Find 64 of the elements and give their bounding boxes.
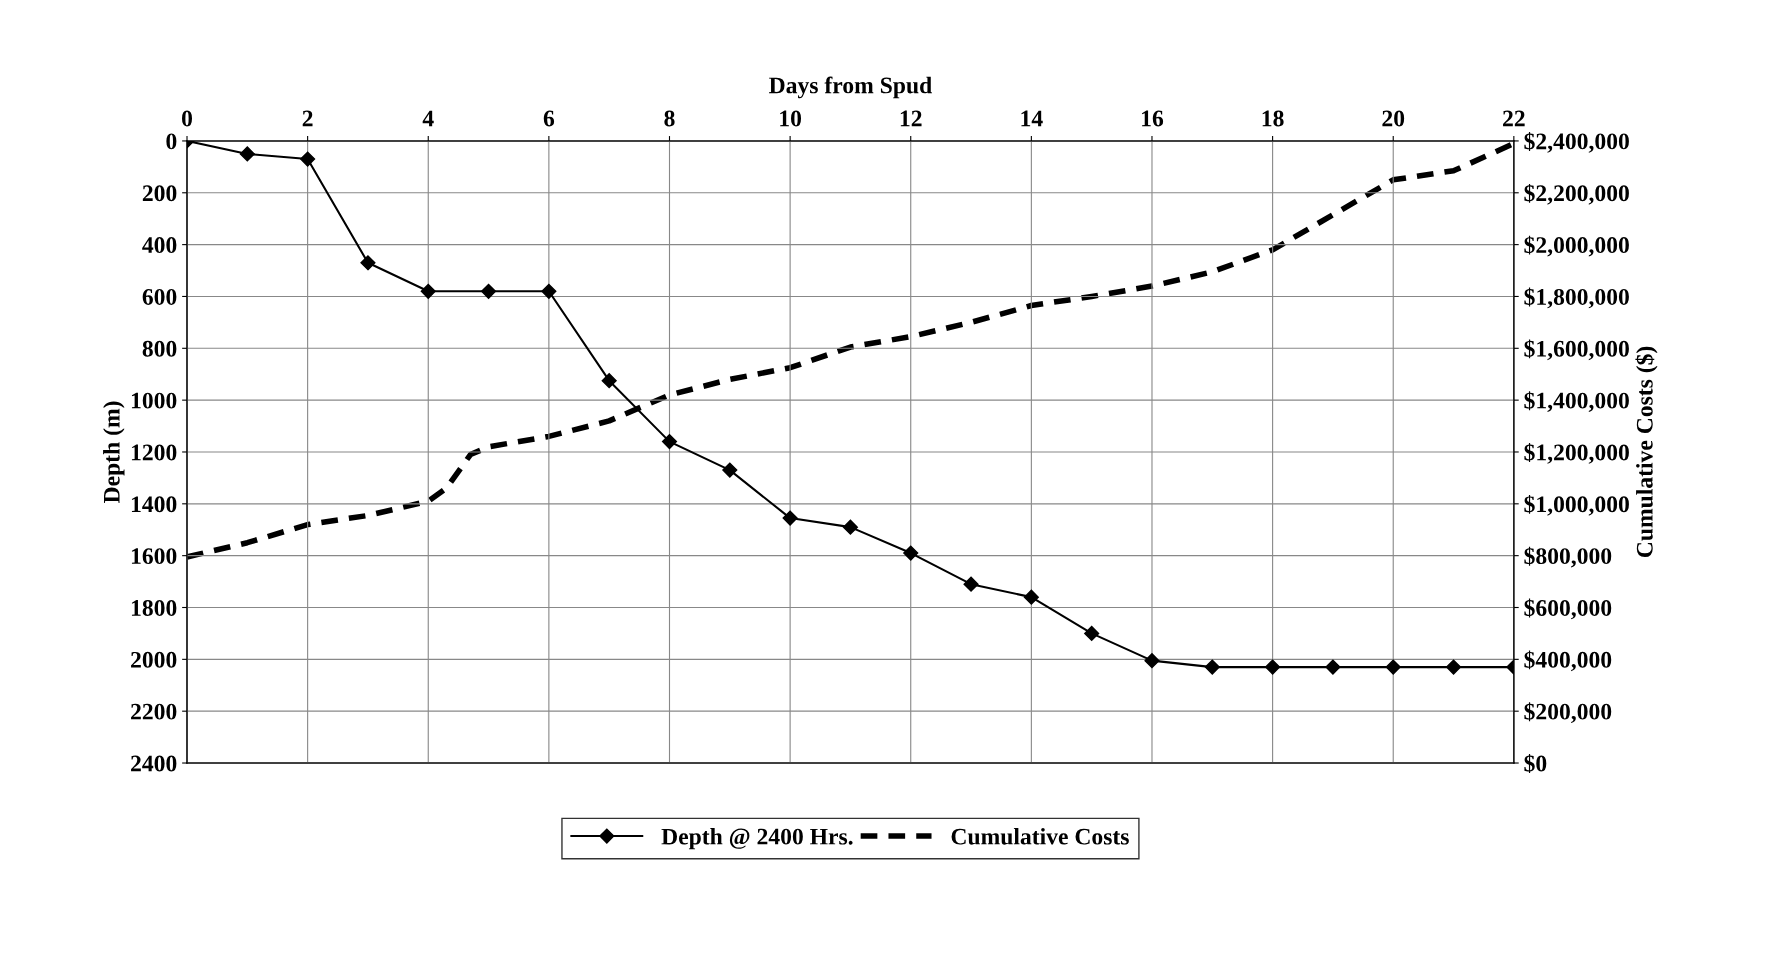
point: [480, 283, 497, 299]
y2-tick-label: $1,600,000: [1524, 339, 1629, 361]
point: [360, 255, 376, 271]
y2-tick-label: $600,000: [1524, 598, 1612, 620]
y-tick-label: 1600: [131, 548, 177, 565]
point: [541, 283, 557, 299]
y-tick-label: 2200: [131, 703, 177, 720]
x-tick-label: 18: [1262, 110, 1284, 127]
y2-axis-title: Cumulative Costs ($): [1635, 346, 1658, 558]
point: [1445, 659, 1462, 675]
x-tick-label: 8: [664, 110, 675, 127]
y-tick-label: 800: [142, 340, 177, 357]
y2-tick-label: $400,000: [1524, 650, 1612, 672]
legend-label: Cumulative Costs: [951, 827, 1129, 845]
y2-tick-label: $1,400,000: [1524, 391, 1629, 412]
point: [239, 146, 255, 162]
y-tick-label: 0: [166, 133, 177, 150]
x-tick-label: 10: [780, 110, 802, 127]
point: [420, 283, 436, 299]
legend-label: Depth @ 2400 Hrs.: [661, 827, 853, 850]
y-tick-label: 1800: [131, 599, 177, 616]
x-tick-label: 12: [900, 110, 922, 127]
x-tick-label: 2: [302, 110, 313, 127]
y2-tick-label: $2,200,000: [1524, 183, 1629, 205]
point: [903, 545, 919, 561]
y-tick-label: 2000: [131, 651, 177, 668]
y-tick-label: 1400: [131, 496, 177, 513]
point: [1023, 589, 1039, 605]
x-tick-label: 0: [182, 110, 193, 127]
y-tick-label: 600: [142, 288, 177, 305]
point: [1385, 659, 1401, 675]
point: [1265, 659, 1281, 675]
point: [842, 519, 858, 535]
x-tick-label: 6: [543, 110, 555, 127]
point: [601, 373, 617, 389]
y-tick-label: 400: [142, 237, 177, 254]
y-tick-label: 2400: [131, 755, 177, 772]
point: [1325, 659, 1341, 675]
y2-tick-label: $1,200,000: [1524, 443, 1629, 464]
x-tick-label: 16: [1142, 110, 1164, 127]
point: [1204, 659, 1220, 675]
point: [963, 576, 979, 592]
point: [1084, 625, 1100, 641]
y-tick-label: 1000: [131, 392, 177, 409]
x-axis-title: Days from Spud: [769, 76, 932, 99]
x-tick-label: 22: [1503, 110, 1525, 127]
point: [782, 510, 798, 526]
y2-tick-label: $2,400,000: [1524, 132, 1629, 153]
x-tick-label: 4: [422, 110, 434, 127]
y2-tick-label: $1,000,000: [1524, 494, 1629, 516]
y-axis-title: Depth (m): [103, 401, 125, 504]
point: [661, 434, 678, 450]
y2-tick-label: $2,000,000: [1524, 235, 1629, 257]
x-tick-label: 14: [1021, 110, 1043, 127]
y2-tick-label: $0: [1524, 754, 1547, 774]
y-tick-label: 1200: [131, 444, 177, 461]
y2-tick-label: $1,800,000: [1524, 287, 1629, 309]
x-tick-label: 20: [1382, 110, 1405, 127]
y-tick-label: 200: [142, 185, 177, 202]
y2-tick-label: $200,000: [1524, 702, 1612, 724]
y2-tick-label: $800,000: [1524, 546, 1612, 568]
point: [300, 151, 316, 167]
point: [722, 462, 738, 478]
point: [1144, 653, 1160, 669]
